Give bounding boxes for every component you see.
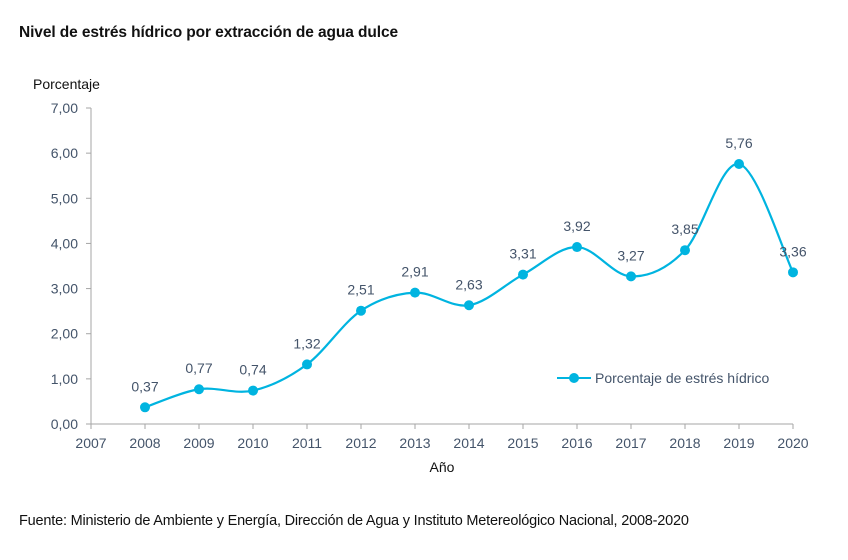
line-chart: Porcentaje Año 0,00 1,00 2,00 3,00 4,00 5,00 6… xyxy=(33,76,809,475)
data-point xyxy=(194,384,204,395)
series-line xyxy=(144,162,794,409)
data-point xyxy=(302,359,312,370)
x-axis-label: Año xyxy=(430,459,455,475)
axes: 0,00 1,00 2,00 3,00 4,00 5,00 6,00 7,00 2007 2008… xyxy=(51,100,809,451)
data-point xyxy=(788,267,798,278)
data-point xyxy=(410,287,420,298)
data-point xyxy=(464,300,474,311)
legend-marker-swatch xyxy=(569,373,579,383)
data-point xyxy=(734,158,744,169)
data-label: 3,85 xyxy=(671,221,698,237)
data-point xyxy=(518,269,528,280)
data-label: 5,76 xyxy=(725,135,752,151)
y-tick-label: 7,00 xyxy=(51,100,78,116)
data-label: 3,31 xyxy=(509,246,536,262)
y-tick-label: 0,00 xyxy=(51,416,78,432)
data-label: 3,36 xyxy=(779,243,806,259)
data-label: 2,91 xyxy=(401,264,428,280)
x-tick-label: 2010 xyxy=(237,435,268,451)
x-tick-label: 2009 xyxy=(183,435,214,451)
legend-entry-label: Porcentaje de estrés hídrico xyxy=(595,370,770,386)
data-point xyxy=(626,271,636,282)
data-label: 0,77 xyxy=(185,360,212,376)
series-group: 0,37 0,77 0,74 1,32 2,51 2,91 2,63 3,31 3,92 3,27… xyxy=(131,135,807,413)
y-tick-label: 2,00 xyxy=(51,326,78,342)
data-label: 2,63 xyxy=(455,276,482,292)
data-label: 2,51 xyxy=(347,282,374,298)
x-tick-label: 2017 xyxy=(615,435,646,451)
x-tick-label: 2015 xyxy=(507,435,538,451)
x-tick-label: 2014 xyxy=(453,435,484,451)
x-tick-label: 2012 xyxy=(345,435,376,451)
data-label: 3,92 xyxy=(563,218,590,234)
data-point xyxy=(572,242,582,253)
data-label: 0,37 xyxy=(131,378,158,394)
data-label: 3,27 xyxy=(617,247,644,263)
y-tick-label: 6,00 xyxy=(51,145,78,161)
x-tick-label: 2007 xyxy=(75,435,106,451)
y-axis-label: Porcentaje xyxy=(33,76,100,92)
chart-title: Nivel de estrés hídrico por extracción d… xyxy=(19,24,398,41)
x-tick-label: 2019 xyxy=(723,435,754,451)
y-tick-label: 5,00 xyxy=(51,190,78,206)
y-tick-label: 4,00 xyxy=(51,235,78,251)
data-point xyxy=(680,245,690,256)
source-note: Fuente: Ministerio de Ambiente y Energía… xyxy=(19,513,689,529)
x-tick-label: 2013 xyxy=(399,435,430,451)
x-tick-label: 2011 xyxy=(292,435,322,451)
x-tick-label: 2008 xyxy=(129,435,160,451)
data-point xyxy=(356,305,366,316)
y-tick-label: 1,00 xyxy=(51,371,78,387)
legend: Porcentaje de estrés hídrico xyxy=(557,370,770,386)
x-tick-label: 2018 xyxy=(669,435,700,451)
data-point xyxy=(248,385,258,396)
x-tick-label: 2016 xyxy=(561,435,592,451)
data-label: 0,74 xyxy=(239,362,266,378)
y-tick-label: 3,00 xyxy=(51,281,78,297)
data-point xyxy=(140,402,150,413)
data-label: 1,32 xyxy=(293,335,320,351)
x-tick-label: 2020 xyxy=(777,435,808,451)
